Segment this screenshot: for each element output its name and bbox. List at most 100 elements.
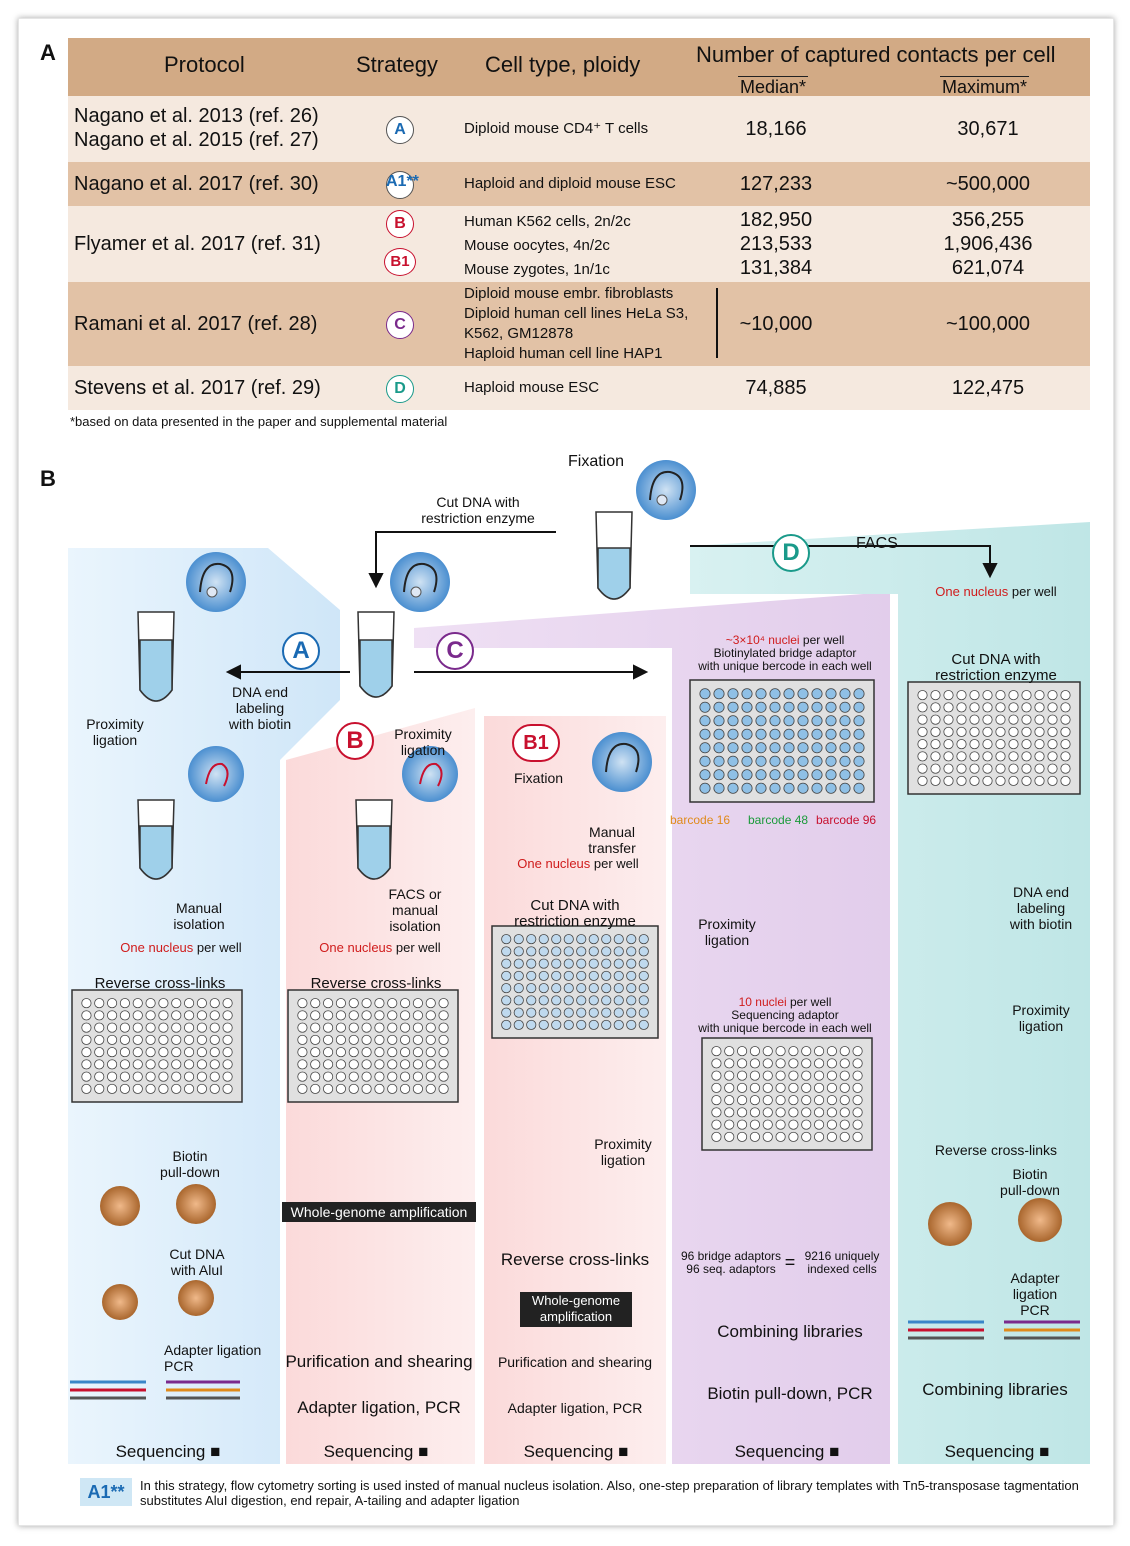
cell-type: Diploid mouse CD4⁺ T cells xyxy=(464,120,649,137)
plate-well xyxy=(982,751,993,762)
label-line: FACS or xyxy=(388,886,442,902)
plate-well xyxy=(438,1047,449,1058)
plate-well xyxy=(811,769,823,781)
plate-well xyxy=(1021,763,1032,774)
plate-well xyxy=(400,1047,411,1058)
a-one-nucleus-label: One nucleus per well xyxy=(96,940,266,956)
plate-well xyxy=(783,769,795,781)
label-line: 96 seq. adaptors xyxy=(686,1262,776,1276)
plate-well xyxy=(184,1010,195,1021)
plate-well xyxy=(737,1070,748,1081)
plate-well xyxy=(638,946,649,957)
label-rest: per well xyxy=(392,940,441,955)
plate-well xyxy=(387,998,398,1009)
plate-well xyxy=(335,1034,346,1045)
c-ten-nuclei-label: 10 nuclei per well Sequencing adaptor wi… xyxy=(680,996,890,1035)
sequence-reads xyxy=(70,1320,1080,1400)
plate-well xyxy=(81,1034,92,1045)
plate-well xyxy=(145,1047,156,1058)
plate-well xyxy=(132,1083,143,1094)
label-line: 10 nuclei per well xyxy=(680,996,890,1009)
label-line: Manual xyxy=(176,900,222,916)
plate-well xyxy=(995,726,1006,737)
plate-well xyxy=(81,1022,92,1033)
plate-well xyxy=(626,1007,637,1018)
plate-well xyxy=(930,775,941,786)
plate-well xyxy=(956,690,967,701)
plate-well xyxy=(969,775,980,786)
plate-well xyxy=(1047,763,1058,774)
cell-type: Mouse zygotes, 1n/1c xyxy=(464,261,610,278)
plate-well xyxy=(943,739,954,750)
table-row: Ramani et al. 2017 (ref. 28) C Diploid m… xyxy=(68,282,1090,366)
plate-well xyxy=(626,958,637,969)
plate-well xyxy=(852,1070,863,1081)
plate-well xyxy=(741,755,753,767)
b1-sequencing-label: Sequencing ■ xyxy=(523,1442,629,1461)
plate-well xyxy=(563,1019,574,1030)
plate-well xyxy=(107,1071,118,1082)
plate-well xyxy=(943,726,954,737)
plate-well xyxy=(1060,751,1071,762)
plate-well xyxy=(184,1034,195,1045)
plate-well xyxy=(158,1010,169,1021)
label-line: Manual xyxy=(589,824,635,840)
highlight: One nucleus xyxy=(517,856,591,871)
plate-well xyxy=(783,715,795,727)
plate-well xyxy=(982,763,993,774)
cut-dna-label: Cut DNA with restriction enzyme xyxy=(414,494,542,526)
plate-well xyxy=(145,1034,156,1045)
plate-well xyxy=(797,742,809,754)
plate-well xyxy=(755,782,767,794)
plate-well xyxy=(222,1022,233,1033)
bead-icon xyxy=(178,1280,214,1316)
plate-well xyxy=(613,946,624,957)
cell-type: Mouse oocytes, 4n/2c xyxy=(464,237,610,254)
plate-well xyxy=(969,702,980,713)
plate-well xyxy=(811,755,823,767)
tube-icon xyxy=(355,799,393,880)
plate-well xyxy=(969,726,980,737)
a-biotin-label: Biotin pull-down xyxy=(160,1148,220,1180)
plate-well xyxy=(158,1047,169,1058)
plate-well xyxy=(576,934,587,945)
plate-well xyxy=(222,1010,233,1021)
plate-well xyxy=(825,769,837,781)
plate-well xyxy=(588,934,599,945)
header-contacts: Number of captured contacts per cell xyxy=(696,42,1056,67)
plate-well xyxy=(348,1047,359,1058)
plate-well xyxy=(699,688,711,700)
label-line: ligation xyxy=(1018,1018,1064,1034)
strategy-badge-b: B xyxy=(386,210,414,238)
plate-well xyxy=(755,728,767,740)
column-c-bg xyxy=(414,592,890,1464)
plate-well xyxy=(769,728,781,740)
plate-well xyxy=(969,714,980,725)
plate-well xyxy=(425,1010,436,1021)
plate-well xyxy=(184,1071,195,1082)
plate-well xyxy=(310,1047,321,1058)
median-value: ~10,000 xyxy=(739,313,813,335)
plate-well xyxy=(1034,751,1045,762)
plate-well xyxy=(811,701,823,713)
plate-well xyxy=(1021,690,1032,701)
plate-well xyxy=(917,690,928,701)
plate-well xyxy=(551,995,562,1006)
plate-well xyxy=(737,1046,748,1057)
plate-well xyxy=(727,728,739,740)
plate-well xyxy=(839,1070,850,1081)
plate-well xyxy=(995,690,1006,701)
plate-well xyxy=(310,1022,321,1033)
plate-well xyxy=(501,995,512,1006)
header-median: Median* xyxy=(738,76,809,97)
plate-well xyxy=(1008,751,1019,762)
plate-well xyxy=(839,701,851,713)
flow-arrows xyxy=(225,531,998,680)
plate-well xyxy=(917,751,928,762)
plate-well xyxy=(576,946,587,957)
plate-well xyxy=(917,739,928,750)
plate-well xyxy=(348,1010,359,1021)
c-eq-sign: = xyxy=(784,1252,796,1272)
plate-well xyxy=(801,1095,812,1106)
label-line: with unique bercode in each well xyxy=(698,659,872,673)
